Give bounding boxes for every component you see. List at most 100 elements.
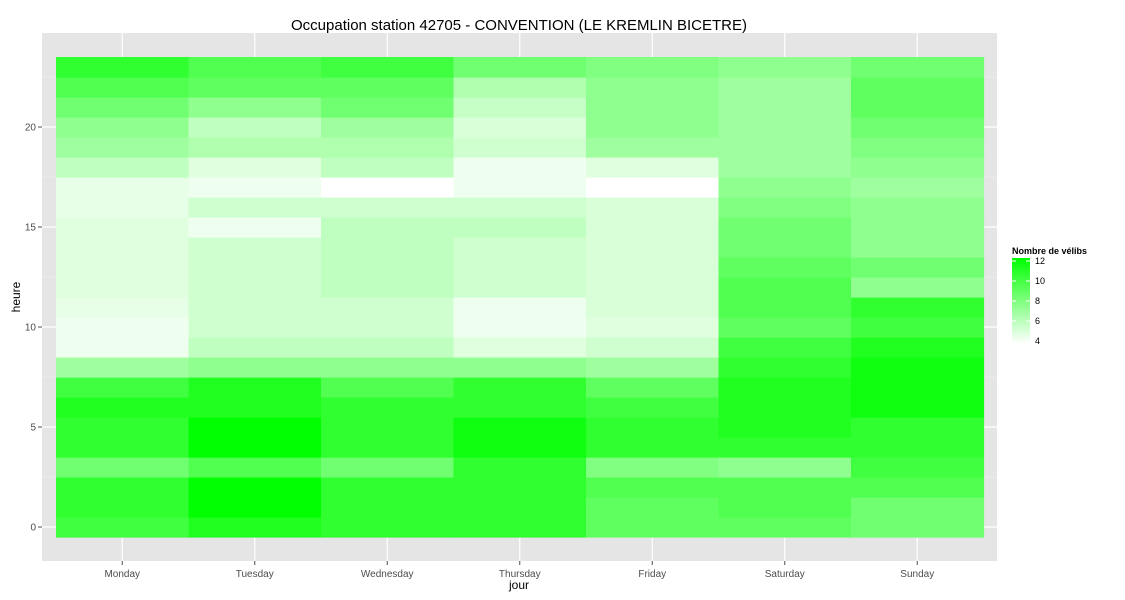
heatmap-cell	[718, 297, 852, 318]
heatmap-cell	[56, 237, 190, 258]
heatmap-cell	[718, 337, 852, 358]
heatmap-cell	[718, 497, 852, 518]
heatmap-cell	[851, 197, 985, 218]
heatmap-cell	[56, 117, 190, 138]
heatmap-cell	[56, 417, 190, 438]
heatmap-cell	[586, 297, 720, 318]
heatmap-cell	[453, 337, 587, 358]
heatmap-cell	[586, 417, 720, 438]
heatmap-cell	[56, 397, 190, 418]
heatmap-cell	[188, 337, 322, 358]
heatmap-cell	[56, 177, 190, 198]
legend-tick-label: 6	[1035, 316, 1040, 326]
heatmap-cell	[56, 297, 190, 318]
heatmap-cell	[453, 97, 587, 118]
heatmap-cell	[851, 237, 985, 258]
heatmap-cell	[321, 457, 455, 478]
heatmap-cell	[453, 117, 587, 138]
heatmap-cell	[453, 377, 587, 398]
heatmap-cell	[718, 477, 852, 498]
heatmap-cell	[586, 157, 720, 178]
heatmap-cell	[188, 357, 322, 378]
heatmap-cell	[56, 217, 190, 238]
heatmap-cell	[56, 437, 190, 458]
heatmap-cell	[586, 277, 720, 298]
heatmap-cell	[718, 217, 852, 238]
heatmap-cell	[321, 77, 455, 98]
heatmap-cell	[851, 77, 985, 98]
heatmap-cell	[453, 77, 587, 98]
heatmap-cell	[188, 517, 322, 538]
heatmap-cell	[718, 257, 852, 278]
x-tick-label: Thursday	[499, 569, 541, 580]
heatmap-cell	[851, 397, 985, 418]
heatmap-cell	[718, 397, 852, 418]
heatmap-cell	[453, 297, 587, 318]
legend-ticks: 4 6 8 10 12	[1012, 256, 1045, 346]
heatmap-cell	[453, 257, 587, 278]
heatmap-cell	[851, 417, 985, 438]
heatmap-cell	[586, 337, 720, 358]
legend-tick-label: 8	[1035, 296, 1040, 306]
heatmap-cell	[851, 437, 985, 458]
heatmap-cell	[188, 157, 322, 178]
heatmap-cell	[56, 57, 190, 78]
heatmap-cell	[718, 377, 852, 398]
heatmap-cell	[718, 417, 852, 438]
heatmap-cell	[586, 97, 720, 118]
x-axis-label: jour	[508, 578, 529, 592]
y-tick-label: 10	[25, 323, 37, 334]
heatmap-cell	[453, 477, 587, 498]
heatmap-cell	[586, 317, 720, 338]
heatmap-cell	[188, 197, 322, 218]
heatmap-cell	[453, 237, 587, 258]
heatmap-cell	[851, 57, 985, 78]
heatmap-cell	[851, 317, 985, 338]
heatmap-cell	[586, 357, 720, 378]
heatmap-cell	[586, 497, 720, 518]
heatmap-cell	[851, 257, 985, 278]
heatmap-cell	[586, 217, 720, 238]
legend-colorbar	[1012, 258, 1030, 344]
legend-tick-label: 4	[1035, 336, 1040, 346]
heatmap-cell	[718, 97, 852, 118]
heatmap-cell	[453, 317, 587, 338]
heatmap-cell	[851, 497, 985, 518]
heatmap-cell	[56, 517, 190, 538]
heatmap-cell	[718, 457, 852, 478]
heatmap-cell	[321, 517, 455, 538]
x-tick-label: Wednesday	[361, 569, 414, 580]
y-axis-label: heure	[9, 281, 23, 312]
heatmap-cell	[586, 397, 720, 418]
heatmap-cell	[56, 377, 190, 398]
heatmap-cell	[453, 137, 587, 158]
heatmap-cell	[188, 437, 322, 458]
heatmap-cell	[851, 477, 985, 498]
heatmap-cell	[718, 137, 852, 158]
heatmap-cell	[453, 217, 587, 238]
heatmap-cell	[586, 477, 720, 498]
heatmap-cell	[188, 477, 322, 498]
heatmap-cell	[586, 137, 720, 158]
heatmap-cell	[453, 177, 587, 198]
heatmap-cell	[718, 157, 852, 178]
legend-title: Nombre de vélibs	[1012, 246, 1087, 256]
heatmap-cell	[851, 357, 985, 378]
heatmap-cell	[56, 497, 190, 518]
heatmap-cell	[851, 377, 985, 398]
heatmap-cell	[188, 257, 322, 278]
heatmap-cell	[586, 517, 720, 538]
heatmap-cell	[586, 117, 720, 138]
heatmap-cell	[586, 237, 720, 258]
heatmap-cell	[321, 417, 455, 438]
heatmap-cell	[453, 437, 587, 458]
heatmap-cell	[453, 417, 587, 438]
heatmap-cell	[718, 57, 852, 78]
heatmap-cell	[321, 437, 455, 458]
heatmap-cell	[188, 57, 322, 78]
heatmap-cell	[56, 457, 190, 478]
heatmap-cell	[56, 317, 190, 338]
heatmap-cell	[56, 97, 190, 118]
heatmap-cell	[188, 397, 322, 418]
x-tick-label: Tuesday	[236, 569, 274, 580]
